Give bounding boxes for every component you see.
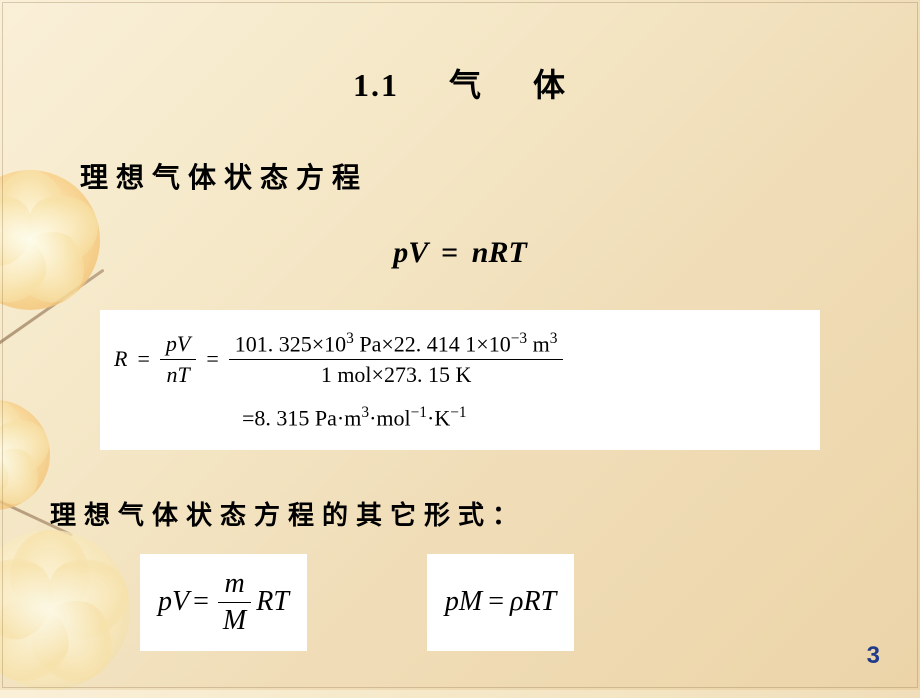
slide-title: 1.1 气 体 [60, 60, 860, 106]
page-number: 3 [867, 642, 880, 670]
eq-right: nRT [472, 236, 527, 269]
form1-right: RT [256, 586, 289, 618]
eq-left: pV [393, 236, 427, 269]
equals-sign: = [137, 346, 149, 372]
fraction-values: 101. 325×103 Pa×22. 414 1×10−3 m3 1 mol×… [229, 328, 564, 390]
slide-content: 1.1 气 体 理想气体状态方程 pV = nRT R = pV nT = 10… [0, 0, 920, 690]
heading-other-forms: 理想气体状态方程的其它形式： [50, 495, 860, 532]
fraction-pv-nt: pV nT [160, 329, 196, 390]
frac-den: nT [166, 362, 189, 387]
equation-R-derivation: R = pV nT = 101. 325×103 Pa×22. 414 1×10… [100, 310, 820, 450]
equation-pv-nrt: pV = nRT [60, 236, 860, 270]
equals-sign: = [488, 586, 504, 618]
frac-num: pV [166, 331, 190, 356]
fraction-m-M: m M [217, 566, 252, 639]
equation-form-density: pM = ρ RT [427, 554, 574, 651]
R-symbol: R [114, 346, 127, 372]
equals-sign: = [206, 346, 218, 372]
derivation-row1: R = pV nT = 101. 325×103 Pa×22. 414 1×10… [114, 328, 806, 390]
form1-left: pV [158, 586, 189, 618]
denominator-values: 1 mol×273. 15 K [315, 360, 478, 390]
rho-symbol: ρ [510, 586, 523, 618]
numerator-values: 101. 325×103 Pa×22. 414 1×10−3 m3 [229, 328, 564, 360]
derivation-result: =8. 315 Pa·m3·mol−1·K−1 [242, 404, 806, 431]
heading-ideal-gas-equation: 理想气体状态方程 [80, 156, 860, 196]
title-char2: 体 [533, 67, 567, 103]
equation-forms-row: pV = m M RT pM = ρ RT [140, 554, 860, 651]
form2-left: pM [445, 586, 482, 618]
title-char1: 气 [449, 67, 483, 103]
equals-sign: = [193, 586, 209, 618]
eq-sign: = [441, 236, 458, 269]
form2-right: RT [524, 586, 557, 618]
section-number: 1.1 [353, 67, 399, 103]
equation-form-mass: pV = m M RT [140, 554, 307, 651]
